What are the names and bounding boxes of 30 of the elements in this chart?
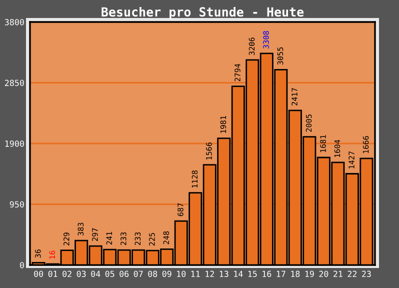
x-tick-label: 19: [305, 270, 314, 278]
x-tick-label: 21: [334, 270, 342, 277]
y-tick-label: 3800: [4, 19, 24, 26]
x-tick-label: 01: [48, 270, 58, 278]
y-tick-label: 950: [10, 201, 24, 208]
y-tick-label: 0: [20, 262, 24, 268]
y-tick-label: 2850: [4, 80, 24, 86]
chart-title: Besucher pro Stunde - Heute: [102, 6, 304, 20]
x-tick-label: 16: [262, 270, 272, 278]
x-tick-label: 17: [276, 270, 286, 277]
x-tick-label: 04: [91, 270, 100, 278]
y-tick-label: 1900: [5, 140, 24, 147]
x-tick-label: 02: [62, 270, 72, 278]
x-tick-label: 13: [220, 270, 228, 278]
x-tick-label: 03: [76, 270, 86, 278]
x-tick-label: 15: [248, 270, 257, 278]
x-tick-label: 05: [105, 270, 114, 278]
x-tick-label: 00: [34, 270, 44, 278]
x-tick-label: 11: [191, 270, 200, 277]
x-tick-label: 20: [319, 270, 328, 278]
x-tick-label: 07: [134, 270, 143, 278]
x-tick-label: 06: [120, 270, 129, 278]
x-tick-label: 22: [348, 270, 356, 277]
x-tick-label: 09: [162, 270, 172, 278]
x-tick-label: 18: [291, 270, 300, 278]
x-tick-label: 10: [177, 270, 186, 278]
x-tick-label: 23: [362, 270, 371, 278]
x-tick-label: 12: [206, 270, 214, 277]
x-tick-label: 14: [234, 270, 243, 277]
x-tick-label: 08: [148, 270, 158, 278]
